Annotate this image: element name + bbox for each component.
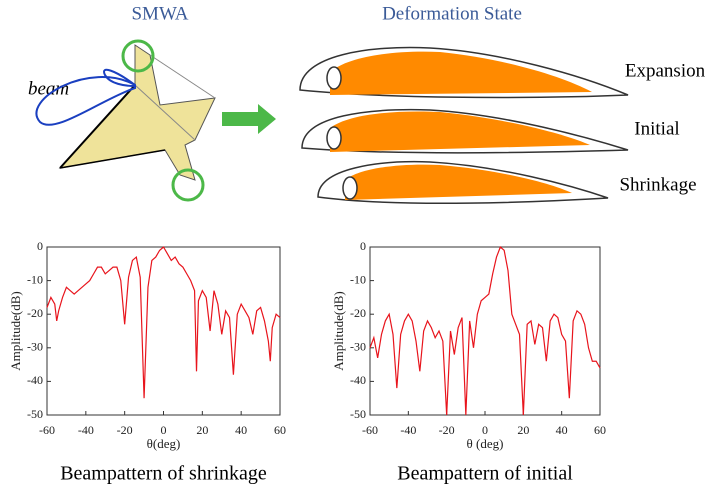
x-tick-label: 20 [517,423,529,437]
x-tick-label: -40 [400,423,416,437]
y-tick-label: -10 [350,272,366,286]
y-tick-label: -40 [350,373,366,387]
right-title: Deformation State [382,3,522,24]
y-tick-label: -10 [27,272,43,286]
arrow [222,104,276,134]
y-tick-label: -30 [27,340,43,354]
x-axis-label: θ(deg) [147,436,181,451]
x-tick-label: -20 [439,423,455,437]
x-tick-label: 0 [482,423,488,437]
x-tick-label: -60 [362,423,378,437]
caption: Beampattern of initial [397,463,573,485]
x-tick-label: 60 [274,423,286,437]
state-label: Initial [634,118,679,139]
aircraft [35,39,216,202]
y-tick-label: -20 [27,306,43,320]
x-tick-label: 40 [235,423,247,437]
y-tick-label: -50 [27,407,43,421]
x-tick-label: 20 [196,423,208,437]
y-tick-label: -30 [350,340,366,354]
x-tick-label: 60 [594,423,606,437]
state-label: Expansion [625,60,706,81]
x-tick-label: -20 [117,423,133,437]
x-tick-label: 40 [556,423,568,437]
x-tick-label: 0 [161,423,167,437]
beam-label: beam [28,78,69,99]
x-tick-label: -60 [39,423,55,437]
y-tick-label: -40 [27,373,43,387]
caption: Beampattern of shrinkage [60,463,267,485]
plot-frame [46,246,281,416]
y-tick-label: 0 [37,239,43,253]
plot-frame [369,246,601,416]
line [369,245,601,416]
y-axis-label: Amplitude(dB) [8,291,23,370]
state-label: Shrinkage [619,174,696,195]
y-tick-label: -20 [350,306,366,320]
x-tick-label: -40 [78,423,94,437]
y-tick-label: -50 [350,407,366,421]
left-title: SMWA [131,3,188,24]
line [46,246,281,399]
x-axis-label: θ (deg) [467,436,504,451]
y-axis-label: Amplitude(dB) [331,291,346,370]
airfoils [299,46,629,205]
y-tick-label: 0 [360,239,366,253]
